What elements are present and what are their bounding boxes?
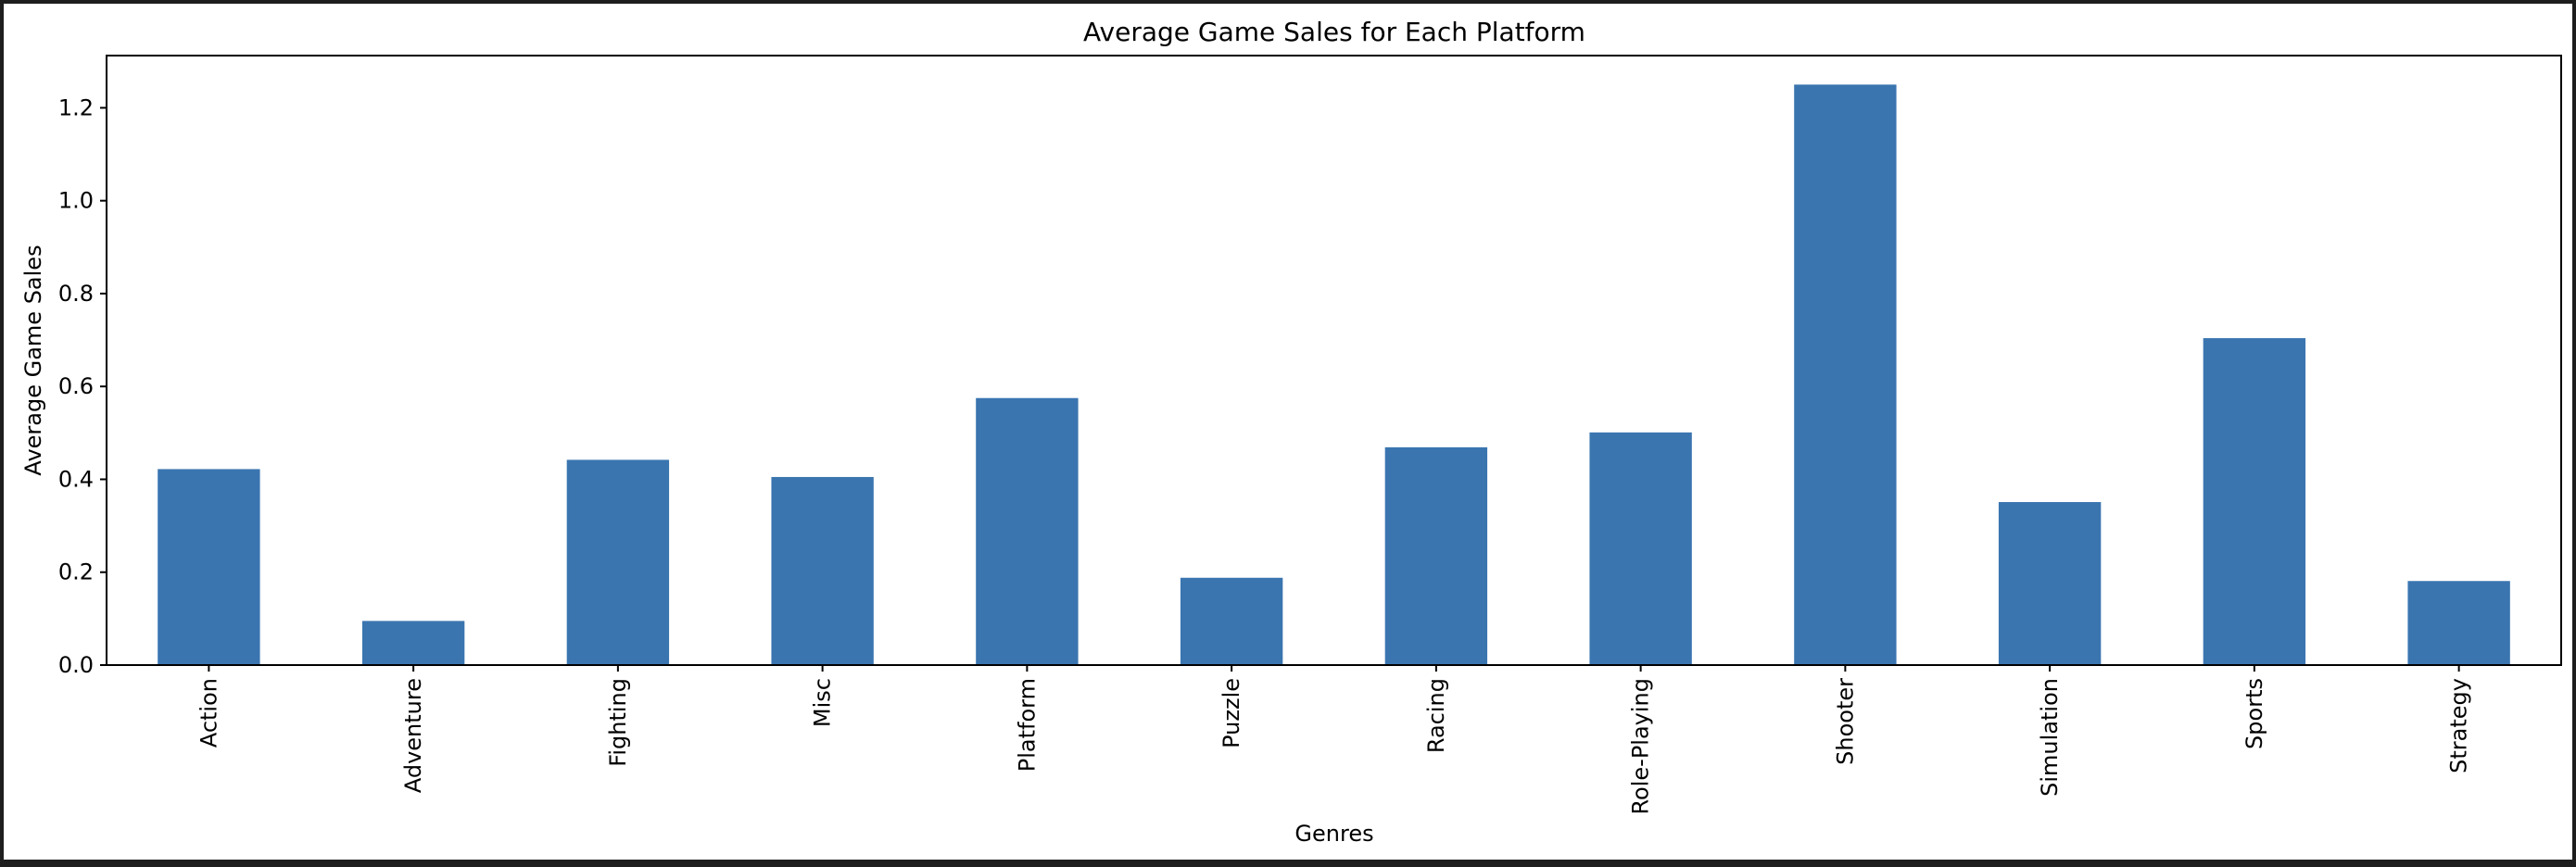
y-tick-label: 0.6 bbox=[58, 373, 94, 399]
x-tick-label: Racing bbox=[1423, 678, 1449, 753]
plot-frame bbox=[106, 55, 2562, 666]
bar-strategy bbox=[2407, 581, 2510, 665]
bar-action bbox=[158, 469, 260, 665]
bar-simulation bbox=[1998, 502, 2102, 665]
y-tick-label: 0.8 bbox=[58, 281, 94, 307]
x-tick-label: Role-Playing bbox=[1628, 678, 1654, 815]
bar-adventure bbox=[361, 621, 465, 665]
bar-misc bbox=[771, 476, 874, 665]
x-axis-ticks: Action Adventure Fighting Misc Platform Puzzl… bbox=[196, 665, 2472, 815]
x-tick-label: Misc bbox=[810, 678, 836, 727]
y-axis-label: Average Game Sales bbox=[20, 245, 46, 475]
y-tick-label: 0.0 bbox=[58, 652, 94, 678]
y-tick-label: 0.4 bbox=[58, 466, 94, 492]
x-tick-label: Simulation bbox=[2037, 678, 2063, 797]
y-tick-label: 1.2 bbox=[58, 94, 94, 120]
x-axis-label: Genres bbox=[1294, 821, 1373, 847]
bars bbox=[158, 84, 2510, 665]
bar-racing bbox=[1384, 446, 1488, 665]
x-tick-label: Shooter bbox=[1832, 678, 1858, 765]
y-axis-ticks: 0.0 0.2 0.4 0.6 0.8 1.0 1.2 bbox=[58, 94, 107, 678]
bar-shooter bbox=[1794, 84, 1897, 665]
x-tick-label: Adventure bbox=[400, 678, 426, 793]
x-tick-label: Strategy bbox=[2446, 678, 2472, 773]
chart-title: Average Game Sales for Each Platform bbox=[1083, 17, 1585, 47]
bar-platform bbox=[976, 397, 1079, 665]
bar-chart: Average Game Sales for Each Platform Ave… bbox=[20, 17, 2562, 847]
x-tick-label: Fighting bbox=[605, 678, 631, 767]
bar-fighting bbox=[566, 459, 670, 665]
bar-role-playing bbox=[1589, 432, 1692, 665]
y-tick-label: 0.2 bbox=[58, 559, 94, 585]
bar-sports bbox=[2203, 338, 2306, 665]
y-tick-label: 1.0 bbox=[58, 188, 94, 214]
bar-puzzle bbox=[1180, 577, 1283, 665]
x-tick-label: Action bbox=[196, 678, 221, 748]
x-tick-label: Sports bbox=[2241, 678, 2267, 749]
x-tick-label: Platform bbox=[1014, 678, 1040, 772]
x-tick-label: Puzzle bbox=[1219, 678, 1244, 748]
